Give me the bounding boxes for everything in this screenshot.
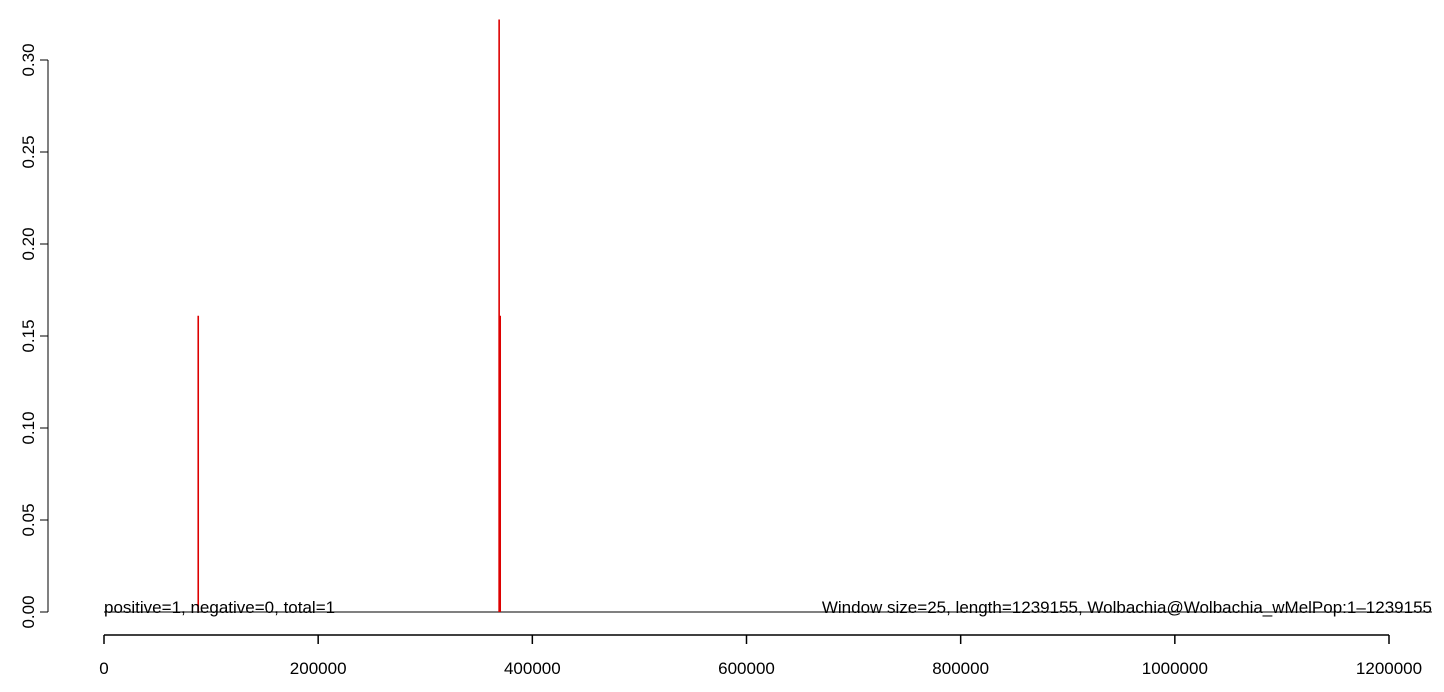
x-tick-label: 1200000: [1356, 659, 1422, 678]
x-tick-label: 800000: [932, 659, 989, 678]
x-tick-label: 200000: [290, 659, 347, 678]
x-tick-label: 0: [99, 659, 108, 678]
x-tick-label: 600000: [718, 659, 775, 678]
x-tick-label: 400000: [504, 659, 561, 678]
y-tick-label: 0.15: [19, 319, 38, 352]
y-tick-label: 0.20: [19, 227, 38, 260]
x-tick-label: 1000000: [1142, 659, 1208, 678]
y-tick-label: 0.05: [19, 503, 38, 536]
annotation-left: positive=1, negative=0, total=1: [104, 598, 335, 617]
x-axis: 0 200000 400000 600000 800000 1000000 1200000: [99, 634, 1422, 678]
y-axis: 0.00 0.05 0.10 0.15 0.20 0.25 0.30: [19, 43, 49, 629]
y-tick-label: 0.30: [19, 43, 38, 76]
y-tick-label: 0.25: [19, 135, 38, 168]
annotation-right: Window size=25, length=1239155, Wolbachi…: [822, 598, 1432, 617]
bars: [197, 19, 502, 612]
y-tick-label: 0.10: [19, 411, 38, 444]
y-tick-label: 0.00: [19, 595, 38, 628]
